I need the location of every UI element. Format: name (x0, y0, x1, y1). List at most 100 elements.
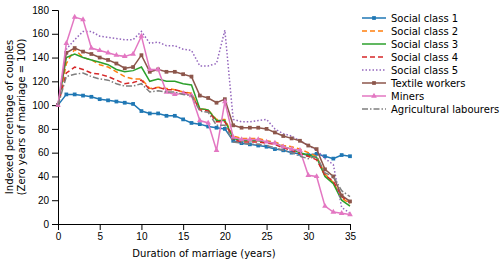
series-marker (89, 45, 95, 50)
series-marker (256, 126, 260, 130)
y-tick: 180 (32, 5, 58, 16)
x-tick: 20 (220, 224, 232, 242)
series-marker (215, 126, 219, 130)
series-marker (305, 172, 311, 177)
series-marker (122, 53, 128, 58)
y-tick: 40 (38, 171, 58, 182)
y-tick: 60 (38, 147, 58, 158)
series-line (58, 48, 350, 201)
series-marker (240, 126, 244, 130)
chart: 05101520253035020406080100120140160180Du… (0, 0, 500, 262)
series-marker (215, 101, 219, 105)
series-group (55, 14, 353, 216)
x-axis-line (59, 225, 351, 231)
series-marker (164, 89, 170, 94)
legend-label: Social class 1 (391, 13, 458, 24)
x-tick-label: 25 (262, 231, 274, 242)
series-marker (306, 144, 310, 148)
series-marker (80, 16, 86, 21)
x-tick-mark (308, 224, 309, 230)
series-marker (73, 46, 77, 50)
x-tick-label: 35 (345, 231, 357, 242)
y-tick-mark (52, 10, 58, 11)
series-line (58, 49, 350, 204)
series-marker (255, 136, 261, 141)
series-marker (105, 50, 111, 55)
series-marker (156, 112, 160, 116)
series-marker (165, 114, 169, 118)
series-marker (81, 50, 85, 54)
y-tick-label: 100 (32, 100, 49, 111)
series-line (58, 73, 350, 197)
x-tick-mark (350, 224, 351, 230)
y-tick-mark (52, 153, 58, 154)
series-marker (248, 126, 252, 130)
series (58, 73, 350, 197)
series-marker (348, 200, 352, 204)
y-tick-label: 0 (43, 219, 49, 230)
series (58, 49, 350, 204)
x-tick: 35 (345, 224, 357, 242)
series-marker (289, 146, 295, 151)
x-tick: 0 (56, 224, 62, 242)
series-marker (272, 140, 278, 145)
series-marker (190, 121, 194, 125)
y-tick-mark (52, 58, 58, 59)
series-marker (106, 98, 110, 102)
series-marker (190, 75, 194, 79)
series-marker (123, 66, 127, 70)
series-marker (298, 139, 302, 143)
series-marker (155, 66, 161, 71)
x-axis-title: Duration of marriage (years) (132, 248, 275, 259)
y-tick-label: 160 (32, 28, 49, 39)
series-marker (281, 134, 285, 138)
series-marker (131, 102, 135, 106)
series-marker (123, 101, 127, 105)
series-marker (148, 112, 152, 116)
series-marker (72, 14, 78, 19)
legend-swatch (362, 43, 386, 45)
legend-item: Textile workers (362, 78, 465, 89)
series-marker (197, 117, 203, 122)
series-marker (265, 127, 269, 131)
legend-item: Social class 1 (362, 13, 458, 24)
series-marker (98, 56, 102, 60)
y-tick: 20 (38, 195, 58, 206)
series (56, 46, 352, 203)
x-tick-label: 30 (303, 231, 315, 242)
series-marker (205, 120, 211, 125)
series-marker (114, 52, 120, 57)
series-marker (340, 153, 344, 157)
series-marker (239, 136, 245, 141)
x-tick-mark (225, 224, 226, 230)
legend-marker (372, 81, 376, 85)
series-marker (315, 147, 319, 151)
x-tick: 5 (97, 224, 103, 242)
legend-item: Social class 4 (362, 52, 458, 63)
series-marker (147, 66, 153, 71)
series (55, 14, 353, 216)
x-tick: 30 (303, 224, 315, 242)
series-marker (64, 93, 68, 97)
series-marker (314, 173, 320, 178)
y-tick-mark (52, 224, 58, 225)
legend-item: Social class 5 (362, 65, 458, 76)
series-marker (330, 209, 336, 214)
series (58, 67, 350, 203)
series-marker (173, 114, 177, 118)
series-marker (97, 47, 103, 52)
legend-label: Agricultural labourers (391, 104, 499, 115)
x-tick: 10 (136, 224, 148, 242)
y-tick-mark (52, 200, 58, 201)
x-tick-label: 15 (178, 231, 190, 242)
legend-label: Social class 2 (391, 26, 458, 37)
series-marker (98, 97, 102, 101)
series-marker (165, 70, 169, 74)
series-marker (139, 33, 145, 38)
series-marker (206, 96, 210, 100)
series-line (58, 67, 350, 203)
y-tick-label: 20 (38, 195, 50, 206)
x-tick-mark (100, 224, 101, 230)
y-tick: 120 (32, 76, 58, 87)
legend-label: Miners (391, 91, 424, 102)
